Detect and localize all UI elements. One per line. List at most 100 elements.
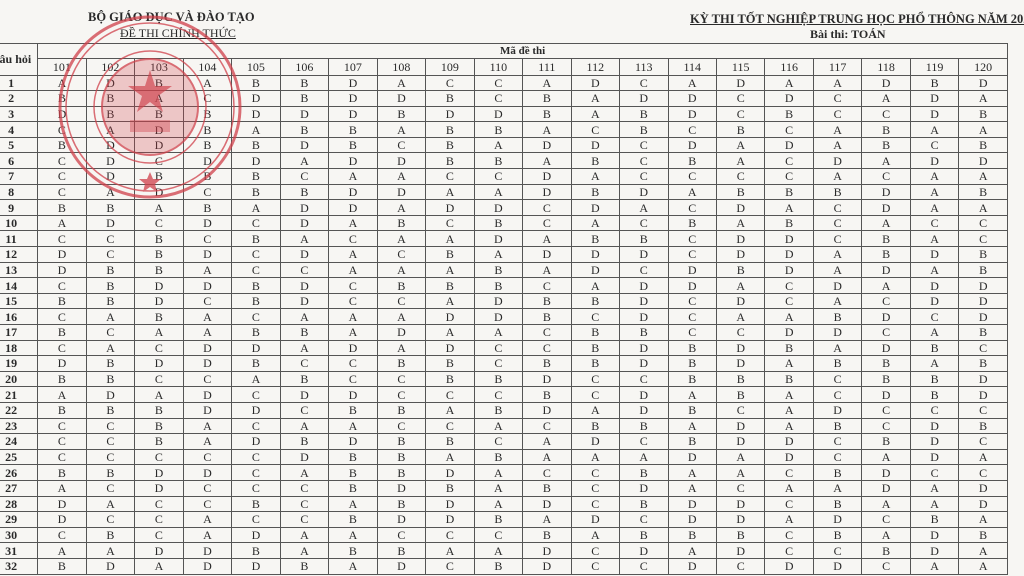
answer-cell: A [570,526,621,544]
answer-cell: A [909,183,960,201]
answer-cell: B [85,277,136,294]
answer-cell: C [812,214,863,232]
answer-cell: D [812,557,863,575]
answer-cell: B [522,526,572,544]
table-row: 13 D B B A C C A A A B A D C D B D A D A B [0,261,1008,279]
answer-cell: A [667,542,717,559]
answer-cell: D [958,386,1008,403]
answer-cell: C [37,230,87,248]
answer-cell: D [764,90,814,107]
answer-cell: D [958,370,1008,388]
question-number: 19 [0,355,39,372]
table-row: 18 C A C D D A D A D C C B D B D B A D B C [0,339,1008,357]
answer-cell: B [134,74,184,92]
answer-cell: D [909,417,960,435]
answer-cell: B [328,511,378,528]
answer-cell: A [279,230,330,248]
answer-cell: C [376,292,427,310]
answer-cell: B [376,214,427,232]
answer-cell: A [37,214,87,232]
answer-cell: A [764,401,814,419]
answer-cell: B [231,230,281,248]
answer-cell: A [522,511,572,528]
answer-cell: C [473,355,524,372]
answer-cell: D [715,542,766,559]
table-row: 27 A C D C C C B D B A B C D A C A A D A D [0,479,1008,497]
answer-cell: B [570,183,621,201]
answer-cell: B [958,355,1008,372]
answer-cell: C [812,105,863,123]
answer-cell: D [473,292,524,310]
answer-cell: A [861,277,911,294]
answer-cell: A [570,448,621,466]
answer-cell: C [134,511,184,528]
question-number: 24 [0,433,39,450]
answer-cell: B [425,136,475,154]
answer-cell: C [715,105,766,123]
answer-cell: A [473,464,524,481]
answer-cell: D [667,105,717,123]
answer-cell: B [85,199,136,216]
answer-cell: B [231,292,281,310]
answer-cell: C [667,230,717,248]
answer-cell: A [328,495,378,513]
answer-cell: D [182,542,233,559]
answer-cell: B [522,105,572,123]
answer-cell: D [231,90,281,107]
answer-cell: C [231,261,281,279]
answer-cell: A [812,292,863,310]
answer-cell: D [958,292,1008,310]
table-row: 17 B C A A B B A D A A C B B C C D D C A B [0,324,1008,341]
answer-cell: C [376,246,427,263]
answer-cell: C [473,526,524,544]
exam-code-header: 107 [328,58,378,76]
exam-code-header: 115 [715,58,766,76]
answer-cell: D [376,152,427,170]
answer-cell: D [861,386,911,403]
answer-cell: B [425,277,475,294]
answer-cell: A [37,74,87,92]
answer-cell: C [182,90,233,107]
answer-cell: B [328,121,378,138]
answer-cell: C [812,542,863,559]
question-number: 31 [0,542,39,559]
answer-cell: C [376,136,427,154]
answer-cell: A [231,199,281,216]
answer-cell: A [37,542,87,559]
answer-cell: D [182,214,233,232]
answer-cell: C [570,542,621,559]
answer-cell: C [861,292,911,310]
ministry-title: BỘ GIÁO DỤC VÀ ĐÀO TẠO [88,10,255,24]
answer-cell: B [619,526,669,544]
answer-cell: B [37,292,87,310]
answer-cell: C [861,168,911,185]
answer-cell: D [522,557,572,575]
answer-cell: D [328,90,378,107]
answer-cell: D [376,324,427,341]
answer-cell: C [85,230,136,248]
answer-cell: B [279,90,330,107]
answer-cell: A [522,152,572,170]
answer-cell: D [182,277,233,294]
answer-cell: A [182,308,233,325]
answer-cell: B [279,121,330,138]
answer-cell: D [425,105,475,123]
answer-cell: A [909,324,960,341]
question-number: 16 [0,308,39,325]
answer-cell: D [715,355,766,372]
table-row: 29 D C C A C C B D D B A D C D D A D C B A [0,511,1008,528]
answer-cell: B [667,433,717,450]
answer-cell: C [182,292,233,310]
answer-cell: D [667,136,717,154]
answer-cell: D [522,246,572,263]
table-row: 32 B D A D D B A D C B D C C D C D D C A A [0,557,1008,575]
answer-cell: C [328,277,378,294]
answer-cell: D [812,511,863,528]
answer-cell: D [619,277,669,294]
answer-cell: D [85,136,136,154]
answer-cell: C [619,557,669,575]
answer-cell: A [522,121,572,138]
answer-cell: D [619,292,669,310]
